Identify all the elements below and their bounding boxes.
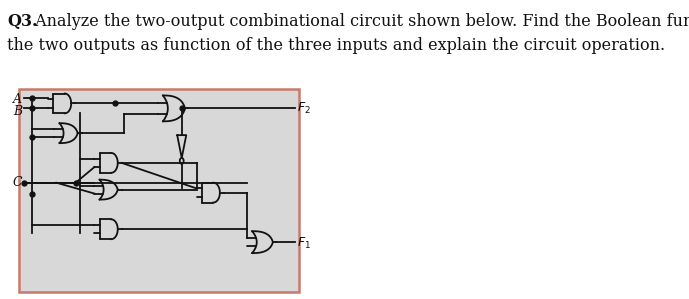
- Text: $F_2$: $F_2$: [298, 101, 311, 116]
- Text: Analyze the two-output combinational circuit shown below. Find the Boolean funct: Analyze the two-output combinational cir…: [30, 13, 689, 30]
- Text: Q3.: Q3.: [7, 13, 38, 30]
- Bar: [19, 89, 299, 292]
- Text: A: A: [13, 93, 22, 106]
- Text: the two outputs as function of the three inputs and explain the circuit operatio: the two outputs as function of the three…: [7, 37, 666, 54]
- Text: $F_1$: $F_1$: [298, 236, 311, 251]
- Text: C: C: [12, 176, 22, 189]
- Text: B: B: [13, 105, 22, 118]
